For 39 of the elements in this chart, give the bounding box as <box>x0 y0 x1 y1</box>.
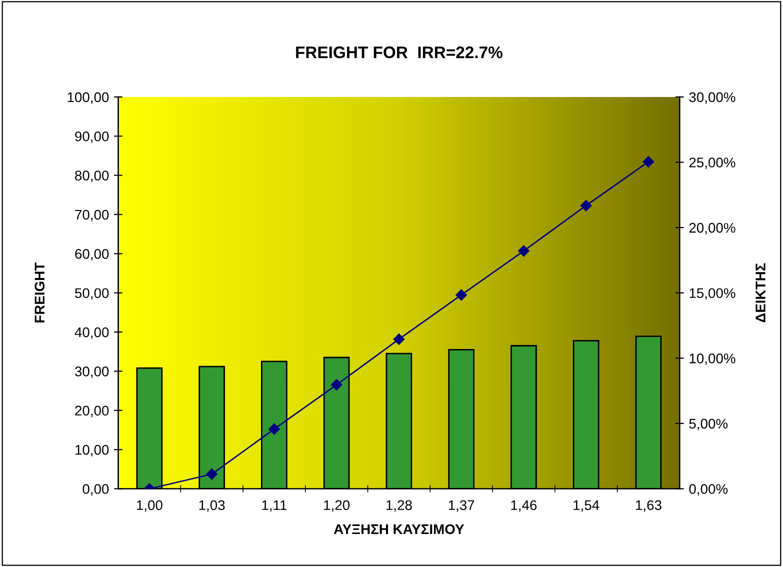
x-tick-label: 1,11 <box>262 500 287 512</box>
x-tick-label: 1,63 <box>636 500 662 512</box>
y2-tick-label: 30,00% <box>689 92 736 104</box>
x-tick-label: 1,46 <box>511 500 537 512</box>
y-tick-label: 20,00 <box>75 406 109 418</box>
x-tick-label: 1,37 <box>448 500 474 512</box>
chart-title: FREIGHT FOR IRR=22.7% <box>296 46 502 58</box>
y2-axis-title: ΔΕΙΚΤΗΣ <box>756 263 766 322</box>
y-tick-label: 100,00 <box>68 92 109 104</box>
y-tick-label: 70,00 <box>75 210 109 222</box>
y2-tick-label: 0,00% <box>689 484 728 496</box>
point <box>206 468 218 480</box>
y2-tick-label: 20,00% <box>689 222 736 234</box>
y-axis-title: FREIGHT <box>34 262 45 322</box>
x-tick-label: 1,28 <box>386 500 412 512</box>
y-tick-label: 80,00 <box>75 170 109 182</box>
y-tick-label: 50,00 <box>75 288 109 300</box>
x-tick-label: 1,03 <box>199 500 225 512</box>
point <box>330 379 342 390</box>
y-tick-label: 30,00 <box>74 366 109 378</box>
point <box>518 245 530 257</box>
y2-tick-label: 5,00% <box>689 418 728 430</box>
point <box>580 200 592 212</box>
y2-tick-label: 25,00% <box>689 158 736 170</box>
x-tick-label: 1,54 <box>574 500 600 512</box>
x-tick-label: 1,20 <box>324 500 350 512</box>
point <box>642 156 654 168</box>
y-tick-label: 90,00 <box>75 131 109 143</box>
y-tick-label: 0,00 <box>82 484 109 496</box>
point <box>268 423 280 435</box>
x-axis-title: ΑΥΞΗΣΗ ΚΑΥΣΙΜΟΥ <box>334 524 464 534</box>
y-tick-label: 40,00 <box>74 327 109 339</box>
point <box>456 289 467 301</box>
x-tick-label: 1,00 <box>136 500 162 512</box>
y2-tick-label: 15,00% <box>690 288 736 300</box>
point <box>393 334 405 345</box>
y2-tick-label: 10,00% <box>690 353 736 365</box>
y-tick-label: 10,00 <box>76 444 109 456</box>
y-tick-label: 60,00 <box>75 249 109 260</box>
